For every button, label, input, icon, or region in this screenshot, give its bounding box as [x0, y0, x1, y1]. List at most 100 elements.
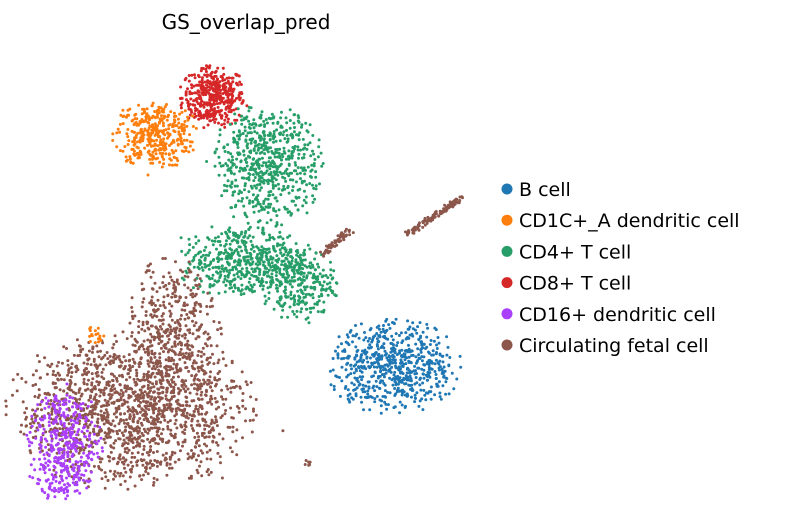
- data-point: [321, 268, 325, 272]
- data-point: [197, 239, 201, 243]
- data-point: [216, 66, 220, 70]
- data-point: [237, 93, 241, 97]
- data-point: [373, 397, 377, 401]
- data-point: [437, 341, 441, 345]
- data-point: [173, 422, 177, 426]
- data-point: [262, 273, 266, 277]
- data-point: [267, 297, 271, 300]
- data-point: [256, 246, 260, 250]
- data-point: [117, 399, 121, 403]
- data-point: [348, 228, 351, 232]
- data-point: [341, 349, 345, 353]
- data-point: [327, 286, 331, 290]
- data-point: [126, 128, 130, 131]
- data-point: [223, 183, 226, 187]
- data-point: [139, 152, 143, 156]
- data-point: [338, 376, 341, 379]
- data-point: [66, 363, 70, 367]
- data-point: [46, 391, 50, 395]
- data-point: [179, 314, 183, 317]
- data-point: [418, 383, 422, 387]
- data-point: [159, 420, 163, 424]
- data-point: [93, 412, 97, 416]
- data-point: [181, 352, 185, 356]
- data-point: [362, 338, 366, 342]
- data-point: [180, 249, 184, 253]
- data-point: [211, 89, 215, 92]
- data-point: [160, 432, 163, 436]
- data-point: [188, 331, 192, 335]
- data-point: [124, 159, 128, 163]
- data-point: [207, 237, 211, 241]
- data-point: [163, 142, 167, 146]
- data-point: [300, 307, 304, 311]
- data-point: [240, 92, 244, 96]
- data-point: [230, 379, 234, 383]
- data-point: [162, 162, 166, 166]
- data-point: [137, 103, 141, 107]
- data-point: [226, 251, 230, 255]
- data-point: [319, 250, 322, 254]
- data-point: [148, 380, 152, 384]
- data-point: [206, 102, 210, 106]
- data-point: [172, 389, 176, 393]
- data-point: [92, 430, 95, 433]
- data-point: [223, 277, 227, 281]
- data-point: [313, 268, 317, 272]
- data-point: [251, 157, 255, 161]
- data-point: [284, 288, 288, 292]
- chart-title: GS_overlap_pred: [162, 10, 331, 34]
- data-point: [207, 253, 211, 257]
- data-point: [431, 213, 435, 217]
- data-point: [343, 350, 347, 353]
- data-point: [132, 413, 136, 417]
- data-point: [48, 365, 52, 369]
- data-point: [170, 163, 174, 167]
- data-point: [50, 410, 54, 414]
- data-point: [251, 173, 255, 177]
- data-point: [160, 339, 164, 343]
- data-point: [84, 403, 88, 407]
- data-point: [190, 424, 193, 427]
- data-point: [301, 263, 305, 267]
- data-point: [100, 477, 104, 481]
- data-point: [142, 384, 146, 388]
- data-point: [140, 478, 144, 482]
- data-point: [271, 121, 275, 125]
- data-point: [282, 150, 286, 153]
- data-point: [119, 412, 122, 416]
- data-point: [263, 266, 267, 270]
- data-point: [231, 290, 235, 293]
- data-point: [162, 107, 166, 111]
- data-point: [233, 286, 237, 290]
- data-point: [184, 400, 188, 404]
- data-point: [209, 344, 213, 348]
- data-point: [260, 156, 264, 160]
- data-point: [85, 438, 89, 441]
- data-point: [240, 191, 243, 194]
- data-point: [303, 264, 307, 268]
- data-point: [380, 399, 384, 403]
- data-point: [106, 419, 110, 423]
- data-point: [126, 143, 130, 146]
- data-point: [253, 269, 257, 273]
- data-point: [204, 70, 208, 74]
- data-point: [193, 435, 197, 439]
- data-point: [89, 400, 93, 404]
- cluster-5: [404, 195, 464, 237]
- data-point: [183, 317, 187, 321]
- data-point: [161, 322, 165, 326]
- data-point: [210, 277, 214, 280]
- data-point: [253, 139, 257, 143]
- data-point: [391, 383, 395, 387]
- data-point: [238, 169, 242, 173]
- data-point: [149, 301, 153, 304]
- data-point: [368, 366, 372, 370]
- data-point: [275, 214, 279, 218]
- data-point: [308, 141, 312, 145]
- data-point: [37, 393, 41, 397]
- data-point: [148, 137, 152, 141]
- data-point: [280, 125, 284, 129]
- data-point: [237, 234, 241, 238]
- data-point: [288, 178, 292, 182]
